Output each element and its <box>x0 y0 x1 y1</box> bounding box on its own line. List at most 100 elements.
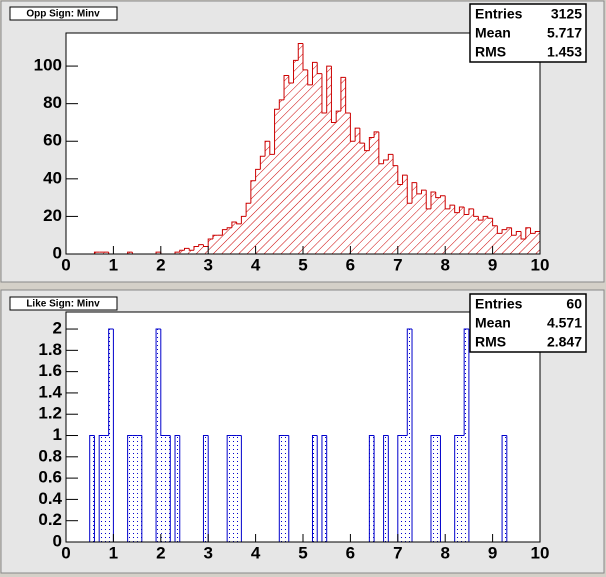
bar <box>464 214 469 254</box>
bar <box>203 435 209 542</box>
bar-outline <box>98 435 104 542</box>
bar-outline <box>202 435 209 542</box>
bar-outline <box>321 435 327 542</box>
bar <box>345 113 351 254</box>
bar <box>383 435 389 542</box>
bar-outline <box>444 195 450 210</box>
bar-outline <box>221 229 228 236</box>
bar-outline <box>515 230 522 236</box>
y-tick-label: 0 <box>53 243 62 262</box>
bar <box>336 111 341 254</box>
bar <box>236 223 242 254</box>
bar <box>184 248 190 254</box>
bar <box>445 208 450 254</box>
bar <box>108 329 114 542</box>
bar-outline <box>468 208 474 215</box>
bar-outline <box>425 190 431 210</box>
y-tick-label: 2 <box>53 319 62 338</box>
bar <box>103 252 109 254</box>
bar-outline <box>482 215 488 221</box>
bar-outline <box>392 154 398 167</box>
x-tick-label: 3 <box>203 543 212 562</box>
stats-box <box>469 293 587 353</box>
bar <box>198 244 204 254</box>
bar-outline <box>250 180 256 204</box>
bar <box>535 231 540 254</box>
bar-outline <box>496 225 503 234</box>
bar <box>407 329 413 542</box>
bar-outline <box>454 435 460 542</box>
bar-outline <box>501 435 507 542</box>
bar <box>189 250 194 254</box>
x-tick-label: 10 <box>531 255 550 274</box>
bar <box>430 435 436 542</box>
bar-outline <box>368 435 375 542</box>
x-tick-label: 8 <box>440 255 449 274</box>
bar-outline <box>326 65 332 114</box>
bar-outline <box>93 251 100 254</box>
bar <box>132 435 138 542</box>
bar <box>459 207 465 254</box>
bar-outline <box>406 175 413 204</box>
bar <box>279 99 285 254</box>
bar-outline <box>530 227 536 234</box>
x-tick-label: 6 <box>346 543 355 562</box>
bar <box>416 193 422 254</box>
bar-outline <box>278 99 285 110</box>
bar-outline <box>345 77 351 114</box>
bar-outline <box>406 328 413 436</box>
frame-border <box>65 32 541 255</box>
bar <box>303 69 308 254</box>
bar <box>478 220 484 254</box>
bar-outline <box>311 435 318 542</box>
bar <box>435 435 441 542</box>
bar-outline <box>184 247 190 251</box>
stats-label: RMS <box>475 334 506 350</box>
bar <box>179 250 185 254</box>
bar-outline <box>397 435 403 542</box>
bar <box>217 235 223 254</box>
bar-outline <box>359 128 365 144</box>
bar <box>231 435 237 542</box>
bar-outline <box>492 218 498 227</box>
bar <box>99 252 104 254</box>
bar <box>487 218 493 254</box>
bar-outline <box>207 238 213 247</box>
bar-outline <box>127 435 133 542</box>
bar-outline <box>402 174 408 185</box>
bar <box>227 227 232 254</box>
bar-outline <box>501 229 507 234</box>
bar <box>175 435 180 542</box>
stats-label: Entries <box>475 296 523 312</box>
bar <box>355 128 360 254</box>
x-tick-label: 2 <box>156 255 165 274</box>
bar <box>516 231 522 254</box>
bar-outline <box>439 195 446 198</box>
bar-outline <box>174 251 180 254</box>
bar-outline <box>525 227 531 239</box>
bar-outline <box>383 435 389 542</box>
x-tick-label: 2 <box>156 543 165 562</box>
bar <box>492 225 498 254</box>
bar-outline <box>302 43 308 71</box>
bar-outline <box>435 191 441 199</box>
bar-outline <box>368 136 375 151</box>
bar <box>255 169 261 254</box>
bar <box>388 154 394 254</box>
bar <box>193 246 199 254</box>
bar <box>511 235 517 254</box>
bar-outline <box>259 155 266 170</box>
bar-outline <box>179 249 185 253</box>
bar <box>156 329 161 542</box>
bar <box>312 435 318 542</box>
bar-outline <box>340 76 346 112</box>
y-tick-label: 1.4 <box>38 382 62 401</box>
x-tick-label: 1 <box>109 255 118 274</box>
bar-outline <box>231 221 237 228</box>
stats-box <box>469 3 587 63</box>
bar <box>525 227 531 254</box>
bar <box>435 197 441 254</box>
stats-value: 60 <box>566 296 582 312</box>
bar <box>483 216 488 254</box>
